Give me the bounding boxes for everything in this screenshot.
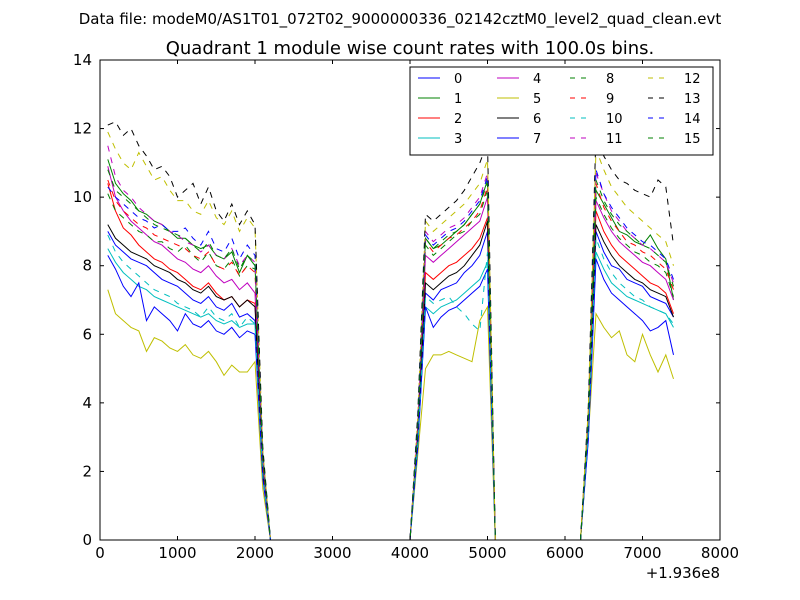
y-tick-label: 12 <box>73 120 92 138</box>
x-tick-label: 1000 <box>158 544 196 562</box>
x-tick-label: 5000 <box>468 544 506 562</box>
legend-label-0: 0 <box>454 72 462 87</box>
y-tick-label: 4 <box>82 394 92 412</box>
x-tick-label: 4000 <box>391 544 429 562</box>
y-tick-label: 14 <box>73 51 92 69</box>
legend-label-11: 11 <box>606 132 623 147</box>
y-tick-label: 0 <box>82 531 92 549</box>
legend-label-9: 9 <box>606 92 614 107</box>
x-tick-label: 7000 <box>623 544 661 562</box>
figure-suptitle: Data file: modeM0/AS1T01_072T02_90000003… <box>79 10 722 29</box>
chart-title: Quadrant 1 module wise count rates with … <box>166 38 655 59</box>
legend-label-10: 10 <box>606 112 623 127</box>
series-line-9 <box>107 179 674 541</box>
series-line-8 <box>107 190 674 541</box>
legend-label-3: 3 <box>454 132 462 147</box>
series-line-2 <box>107 183 674 541</box>
legend-label-4: 4 <box>533 72 541 87</box>
x-tick-label: 0 <box>95 544 105 562</box>
x-tick-label: 3000 <box>313 544 351 562</box>
series-line-11 <box>107 145 674 541</box>
legend-label-14: 14 <box>684 112 701 127</box>
legend-label-6: 6 <box>533 112 541 127</box>
legend-label-8: 8 <box>606 72 614 87</box>
series-line-1 <box>107 159 674 541</box>
y-tick-label: 6 <box>82 325 92 343</box>
x-tick-label: 6000 <box>546 544 584 562</box>
x-axis-offset-label: +1.936e8 <box>646 564 720 582</box>
x-tick-label: 8000 <box>701 544 739 562</box>
legend-label-15: 15 <box>684 132 701 147</box>
y-tick-label: 2 <box>82 462 92 480</box>
x-axis: 0 1000 2000 3000 4000 5000 6000 7000 8000 <box>95 60 739 562</box>
series-line-14 <box>107 169 674 541</box>
series-line-4 <box>107 166 674 541</box>
x-tick-label: 2000 <box>236 544 274 562</box>
legend-label-1: 1 <box>454 92 462 107</box>
series-line-12 <box>107 131 674 541</box>
legend-label-7: 7 <box>533 132 541 147</box>
y-tick-label: 10 <box>73 188 92 206</box>
legend-label-13: 13 <box>684 92 701 107</box>
legend-box <box>409 66 714 156</box>
y-tick-label: 8 <box>82 257 92 275</box>
legend-label-5: 5 <box>533 92 541 107</box>
legend-label-2: 2 <box>454 112 462 127</box>
legend-label-12: 12 <box>684 72 701 87</box>
series-line-13 <box>107 121 674 541</box>
plot-series-lines <box>107 121 674 541</box>
